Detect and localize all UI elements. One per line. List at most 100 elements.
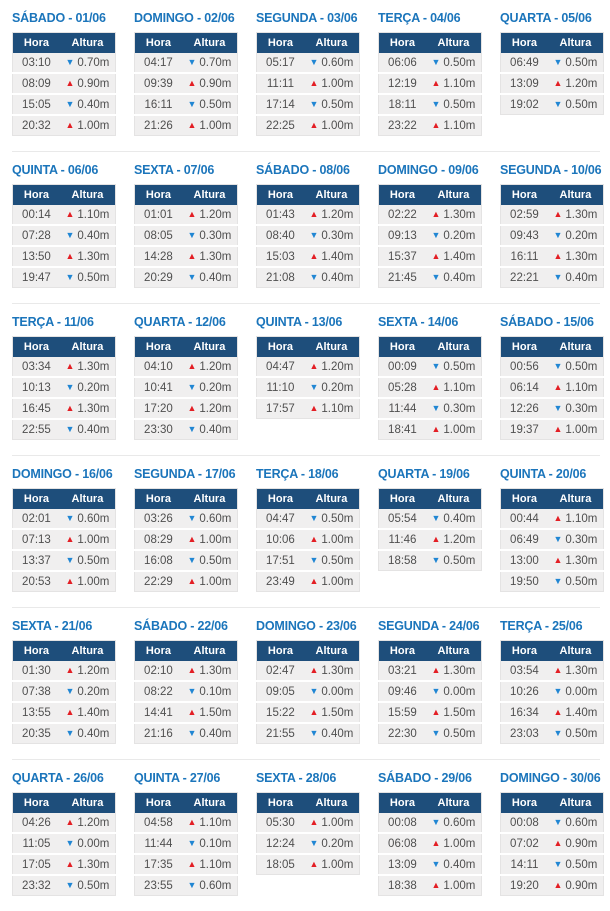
tide-table: Hora Altura 00:56 ▼ 0.50m 06:14 ▲ 1.10m 12…	[500, 336, 604, 440]
tide-table-header-row: Hora Altura	[134, 640, 238, 661]
tide-height-cell: ▲ 1.00m	[59, 115, 116, 136]
tide-fall-icon: ▼	[553, 56, 563, 67]
tide-fall-icon: ▼	[431, 360, 441, 371]
tide-row: 05:17 ▼ 0.60m	[256, 53, 360, 74]
tide-fall-icon: ▼	[65, 837, 75, 848]
tide-height-cell: ▼ 0.30m	[425, 398, 482, 420]
tide-row: 19:50 ▼ 0.50m	[500, 571, 604, 592]
tide-rise-icon: ▲	[431, 77, 441, 88]
tide-height-cell: ▲ 1.00m	[303, 73, 360, 95]
tide-fall-icon: ▼	[309, 98, 319, 109]
tide-time: 04:10	[134, 357, 182, 378]
tide-rise-icon: ▲	[553, 664, 563, 675]
tide-fall-icon: ▼	[431, 858, 441, 869]
tide-row: 05:54 ▼ 0.40m	[378, 509, 482, 530]
tide-time: 18:38	[378, 875, 426, 896]
tide-rise-icon: ▲	[65, 250, 75, 261]
tide-height-value: 1.00m	[443, 837, 476, 850]
tide-height-value: 0.60m	[443, 816, 476, 829]
tide-height-value: 0.50m	[321, 554, 354, 567]
day-title: SEXTA - 07/06	[134, 163, 215, 177]
column-header-hora: Hora	[12, 184, 60, 205]
tide-height-value: 0.40m	[565, 271, 598, 284]
tide-height-value: 0.60m	[199, 512, 232, 525]
tide-row: 12:19 ▲ 1.10m	[378, 73, 482, 95]
tide-time: 07:02	[500, 833, 548, 855]
tide-height-cell: ▲ 1.30m	[303, 661, 360, 682]
day-card: QUINTA - 06/06 Hora Altura 00:14 ▲ 1.10m …	[12, 161, 116, 288]
tide-row: 21:16 ▼ 0.40m	[134, 723, 238, 744]
tide-height-value: 0.20m	[321, 837, 354, 850]
tide-fall-icon: ▼	[187, 837, 197, 848]
tide-row: 11:10 ▼ 0.20m	[256, 377, 360, 399]
tide-time: 15:59	[378, 702, 426, 724]
column-header-hora: Hora	[500, 336, 548, 357]
tide-rise-icon: ▲	[187, 119, 197, 130]
tide-height-value: 0.50m	[565, 858, 598, 871]
tide-fall-icon: ▼	[65, 685, 75, 696]
tide-height-cell: ▲ 0.90m	[547, 833, 604, 855]
tide-time: 02:22	[378, 205, 426, 226]
tide-fall-icon: ▼	[431, 554, 441, 565]
tide-row: 20:53 ▲ 1.00m	[12, 571, 116, 592]
tide-row: 08:22 ▼ 0.10m	[134, 681, 238, 703]
tide-time: 03:10	[12, 53, 60, 74]
tide-table-header-row: Hora Altura	[500, 32, 604, 53]
column-header-altura: Altura	[181, 792, 238, 813]
tide-time: 14:41	[134, 702, 182, 724]
tide-row: 04:17 ▼ 0.70m	[134, 53, 238, 74]
column-header-altura: Altura	[303, 792, 360, 813]
tide-height-cell: ▼ 0.50m	[303, 509, 360, 530]
day-card: SEGUNDA - 17/06 Hora Altura 03:26 ▼ 0.60m…	[134, 465, 238, 592]
column-header-altura: Altura	[303, 488, 360, 509]
day-card: SEGUNDA - 03/06 Hora Altura 05:17 ▼ 0.60m…	[256, 9, 360, 136]
tide-height-cell: ▲ 1.10m	[547, 377, 604, 399]
day-card: SÁBADO - 01/06 Hora Altura 03:10 ▼ 0.70m …	[12, 9, 116, 136]
tide-time: 07:38	[12, 681, 60, 703]
tide-fall-icon: ▼	[187, 229, 197, 240]
tide-fall-icon: ▼	[187, 727, 197, 738]
tide-height-value: 1.50m	[443, 706, 476, 719]
tide-time: 06:49	[500, 53, 548, 74]
column-header-altura: Altura	[425, 488, 482, 509]
tide-rise-icon: ▲	[309, 664, 319, 675]
tide-height-value: 1.30m	[199, 664, 232, 677]
tide-time: 08:22	[134, 681, 182, 703]
tide-height-cell: ▼ 0.60m	[547, 813, 604, 834]
tide-time: 11:05	[12, 833, 60, 855]
tide-row: 04:58 ▲ 1.10m	[134, 813, 238, 834]
tide-height-cell: ▲ 1.00m	[303, 529, 360, 551]
tide-table-header-row: Hora Altura	[134, 32, 238, 53]
tide-height-cell: ▲ 1.10m	[303, 398, 360, 419]
tide-height-value: 1.00m	[199, 119, 232, 132]
column-header-altura: Altura	[547, 336, 604, 357]
tide-height-cell: ▼ 0.50m	[59, 550, 116, 572]
tide-height-value: 1.00m	[199, 533, 232, 546]
day-title: TERÇA - 04/06	[378, 11, 461, 25]
tide-fall-icon: ▼	[187, 554, 197, 565]
tide-fall-icon: ▼	[553, 360, 563, 371]
tide-height-value: 1.20m	[321, 208, 354, 221]
tide-table-header-row: Hora Altura	[256, 336, 360, 357]
tide-rise-icon: ▲	[431, 837, 441, 848]
tide-height-value: 0.50m	[565, 727, 598, 740]
tide-rise-icon: ▲	[187, 858, 197, 869]
tide-height-value: 1.20m	[443, 533, 476, 546]
day-card: QUARTA - 26/06 Hora Altura 04:26 ▲ 1.20m …	[12, 769, 116, 896]
tide-row: 17:57 ▲ 1.10m	[256, 398, 360, 419]
tide-row: 16:08 ▼ 0.50m	[134, 550, 238, 572]
tide-row: 18:41 ▲ 1.00m	[378, 419, 482, 440]
tide-table-header-row: Hora Altura	[378, 488, 482, 509]
tide-time: 05:30	[256, 813, 304, 834]
day-card: SEGUNDA - 10/06 Hora Altura 02:59 ▲ 1.30m…	[500, 161, 604, 288]
tide-time: 12:26	[500, 398, 548, 420]
day-card: SÁBADO - 29/06 Hora Altura 00:08 ▼ 0.60m …	[378, 769, 482, 896]
tide-fall-icon: ▼	[309, 685, 319, 696]
day-title: DOMINGO - 02/06	[134, 11, 235, 25]
tide-row: 00:08 ▼ 0.60m	[378, 813, 482, 834]
tide-height-cell: ▲ 1.00m	[181, 571, 238, 592]
tide-fall-icon: ▼	[431, 271, 441, 282]
tide-fall-icon: ▼	[65, 56, 75, 67]
tide-height-value: 1.50m	[321, 706, 354, 719]
